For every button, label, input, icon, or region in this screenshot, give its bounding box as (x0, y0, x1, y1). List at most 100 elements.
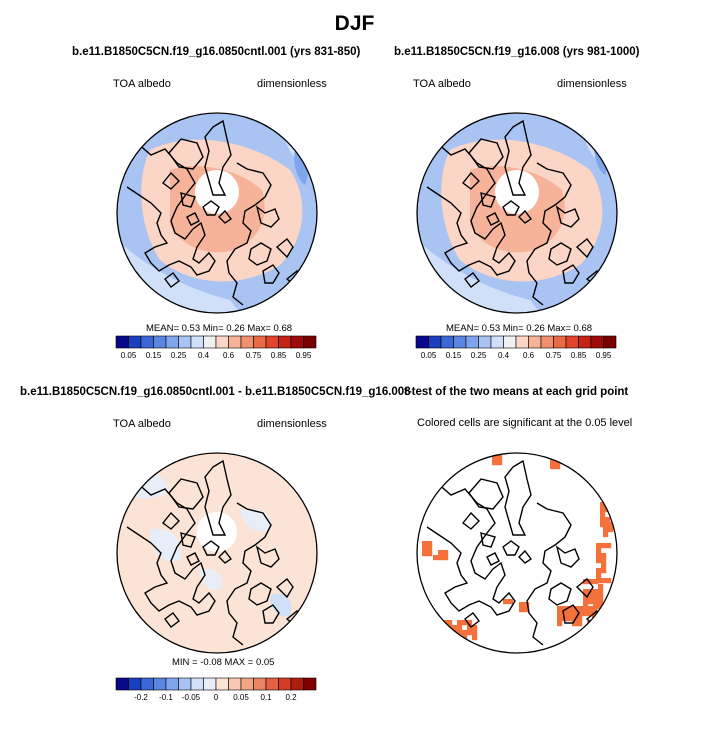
significant-cell (596, 568, 602, 574)
significant-cell (601, 543, 607, 549)
significant-cell (443, 550, 449, 556)
panel-2-colorbar-tick-label: 0.75 (546, 351, 562, 360)
significant-cell (438, 555, 444, 561)
significant-cell (582, 611, 588, 617)
panel-2-map (417, 113, 617, 313)
significant-cell (497, 460, 503, 466)
panel-3-colorbar: -0.2 -0.1 -0.05 0 0.05 0.1 0.2 (115, 677, 317, 702)
panel-1-colorbar-swatch (240, 335, 254, 349)
significant-cell (567, 616, 573, 622)
panel-3-colorbar-swatch (215, 677, 229, 691)
significant-cell (608, 522, 614, 528)
panel-1-colorbar-swatch (165, 335, 179, 349)
panel-1-title: b.e11.B1850C5CN.f19_g16.0850cntl.001 (yr… (72, 46, 361, 58)
panel-1-colorbar-tick-label: 0.75 (246, 351, 262, 360)
significant-cell (577, 611, 583, 617)
significant-cell (442, 630, 448, 636)
significant-cell (588, 594, 594, 600)
significant-cell (555, 464, 561, 470)
panel-3-colorbar-tick-label: 0.05 (233, 693, 249, 702)
significant-cell (550, 464, 556, 470)
significant-cell (588, 599, 594, 605)
significant-cell (577, 606, 583, 612)
panel-1-colorbar-swatch (190, 335, 204, 349)
panel-1-colorbar-swatch (253, 335, 267, 349)
significant-cell (600, 522, 606, 528)
significant-cell (572, 616, 578, 622)
panel-2-colorbar-swatch (578, 335, 592, 349)
significant-cell (452, 635, 458, 641)
significant-cell (583, 589, 589, 595)
significant-cell (422, 546, 428, 552)
panel-2-colorbar-swatch (503, 335, 517, 349)
significant-cell (467, 620, 473, 626)
panel-1-colorbar: 0.05 0.15 0.25 0.4 0.6 0.75 0.85 0.95 (115, 335, 317, 360)
panel-1-colorbar-swatch (290, 335, 304, 349)
significant-cell (577, 616, 583, 622)
significant-cell (605, 517, 611, 523)
panel-2-colorbar-swatch (465, 335, 479, 349)
panel-2-colorbar-tick-label: 0.85 (571, 351, 587, 360)
significant-cell (457, 630, 463, 636)
panel-3-title: b.e11.B1850C5CN.f19_g16.0850cntl.001 - b… (20, 386, 411, 398)
panel-2-units-label: dimensionless (557, 78, 627, 90)
significant-cell (583, 579, 589, 585)
panel-2-colorbar-swatch (415, 335, 429, 349)
panel-3-colorbar-tick-label: -0.1 (159, 693, 173, 702)
panel-1-colorbar-swatch (128, 335, 142, 349)
panel-1-colorbar-swatch (153, 335, 167, 349)
significant-cell (457, 620, 463, 626)
page-title: DJF (334, 12, 375, 35)
panel-1-colorbar-tick-label: 0.05 (121, 351, 137, 360)
significant-cell (427, 546, 433, 552)
panel-1-colorbar-swatch (303, 335, 317, 349)
significant-cell (593, 579, 599, 585)
panel-3-colorbar-tick-label: 0.2 (285, 693, 297, 702)
significant-cell (437, 620, 443, 626)
significant-cell (492, 460, 498, 466)
significant-cell (598, 594, 604, 600)
panel-3-colorbar-swatch (278, 677, 292, 691)
significant-cell (557, 621, 563, 627)
significant-cell (557, 606, 563, 612)
significant-cell (572, 621, 578, 627)
panel-3-colorbar-swatch (228, 677, 242, 691)
significant-cell (572, 611, 578, 617)
panel-3-map (117, 453, 317, 653)
panel-3-colorbar-tick-label: 0.1 (260, 693, 272, 702)
significant-cell (601, 568, 607, 574)
panel-2-colorbar-tick-label: 0.95 (596, 351, 612, 360)
significant-cell (598, 604, 604, 610)
significant-cell (467, 630, 473, 636)
significant-cell (503, 599, 509, 605)
panel-2-colorbar-swatch (553, 335, 567, 349)
panel-2-colorbar-swatch (490, 335, 504, 349)
significant-cell (567, 606, 573, 612)
panel-3-units-label: dimensionless (257, 418, 327, 430)
significant-cell (600, 502, 606, 508)
panel-3-colorbar-tick-label: -0.2 (134, 693, 148, 702)
significant-cell (596, 573, 602, 579)
panel-2-colorbar: 0.05 0.15 0.25 0.4 0.6 0.75 0.85 0.95 (415, 335, 617, 360)
panel-2-colorbar-swatch (440, 335, 454, 349)
significant-cell (492, 455, 498, 461)
significant-cell (572, 606, 578, 612)
panel-1-stats: MEAN= 0.53 Min= 0.26 Max= 0.68 (146, 323, 293, 334)
panel-3-colorbar-swatch (115, 677, 129, 691)
panel-2-title: b.e11.B1850C5CN.f19_g16.008 (yrs 981-100… (394, 46, 640, 58)
panel-2-colorbar-swatch (590, 335, 604, 349)
significant-cell (452, 625, 458, 631)
significant-cell (593, 594, 599, 600)
significant-cell (497, 455, 503, 461)
significant-cell (447, 630, 453, 636)
significant-cell (437, 630, 443, 636)
panel-3-colorbar-swatch (240, 677, 254, 691)
significant-cell (472, 635, 478, 641)
significant-cell (608, 527, 614, 533)
significant-cell (593, 599, 599, 605)
significant-cell (422, 551, 428, 557)
panel-3-colorbar-swatch (153, 677, 167, 691)
significant-cell (596, 578, 602, 584)
significant-cell (557, 611, 563, 617)
